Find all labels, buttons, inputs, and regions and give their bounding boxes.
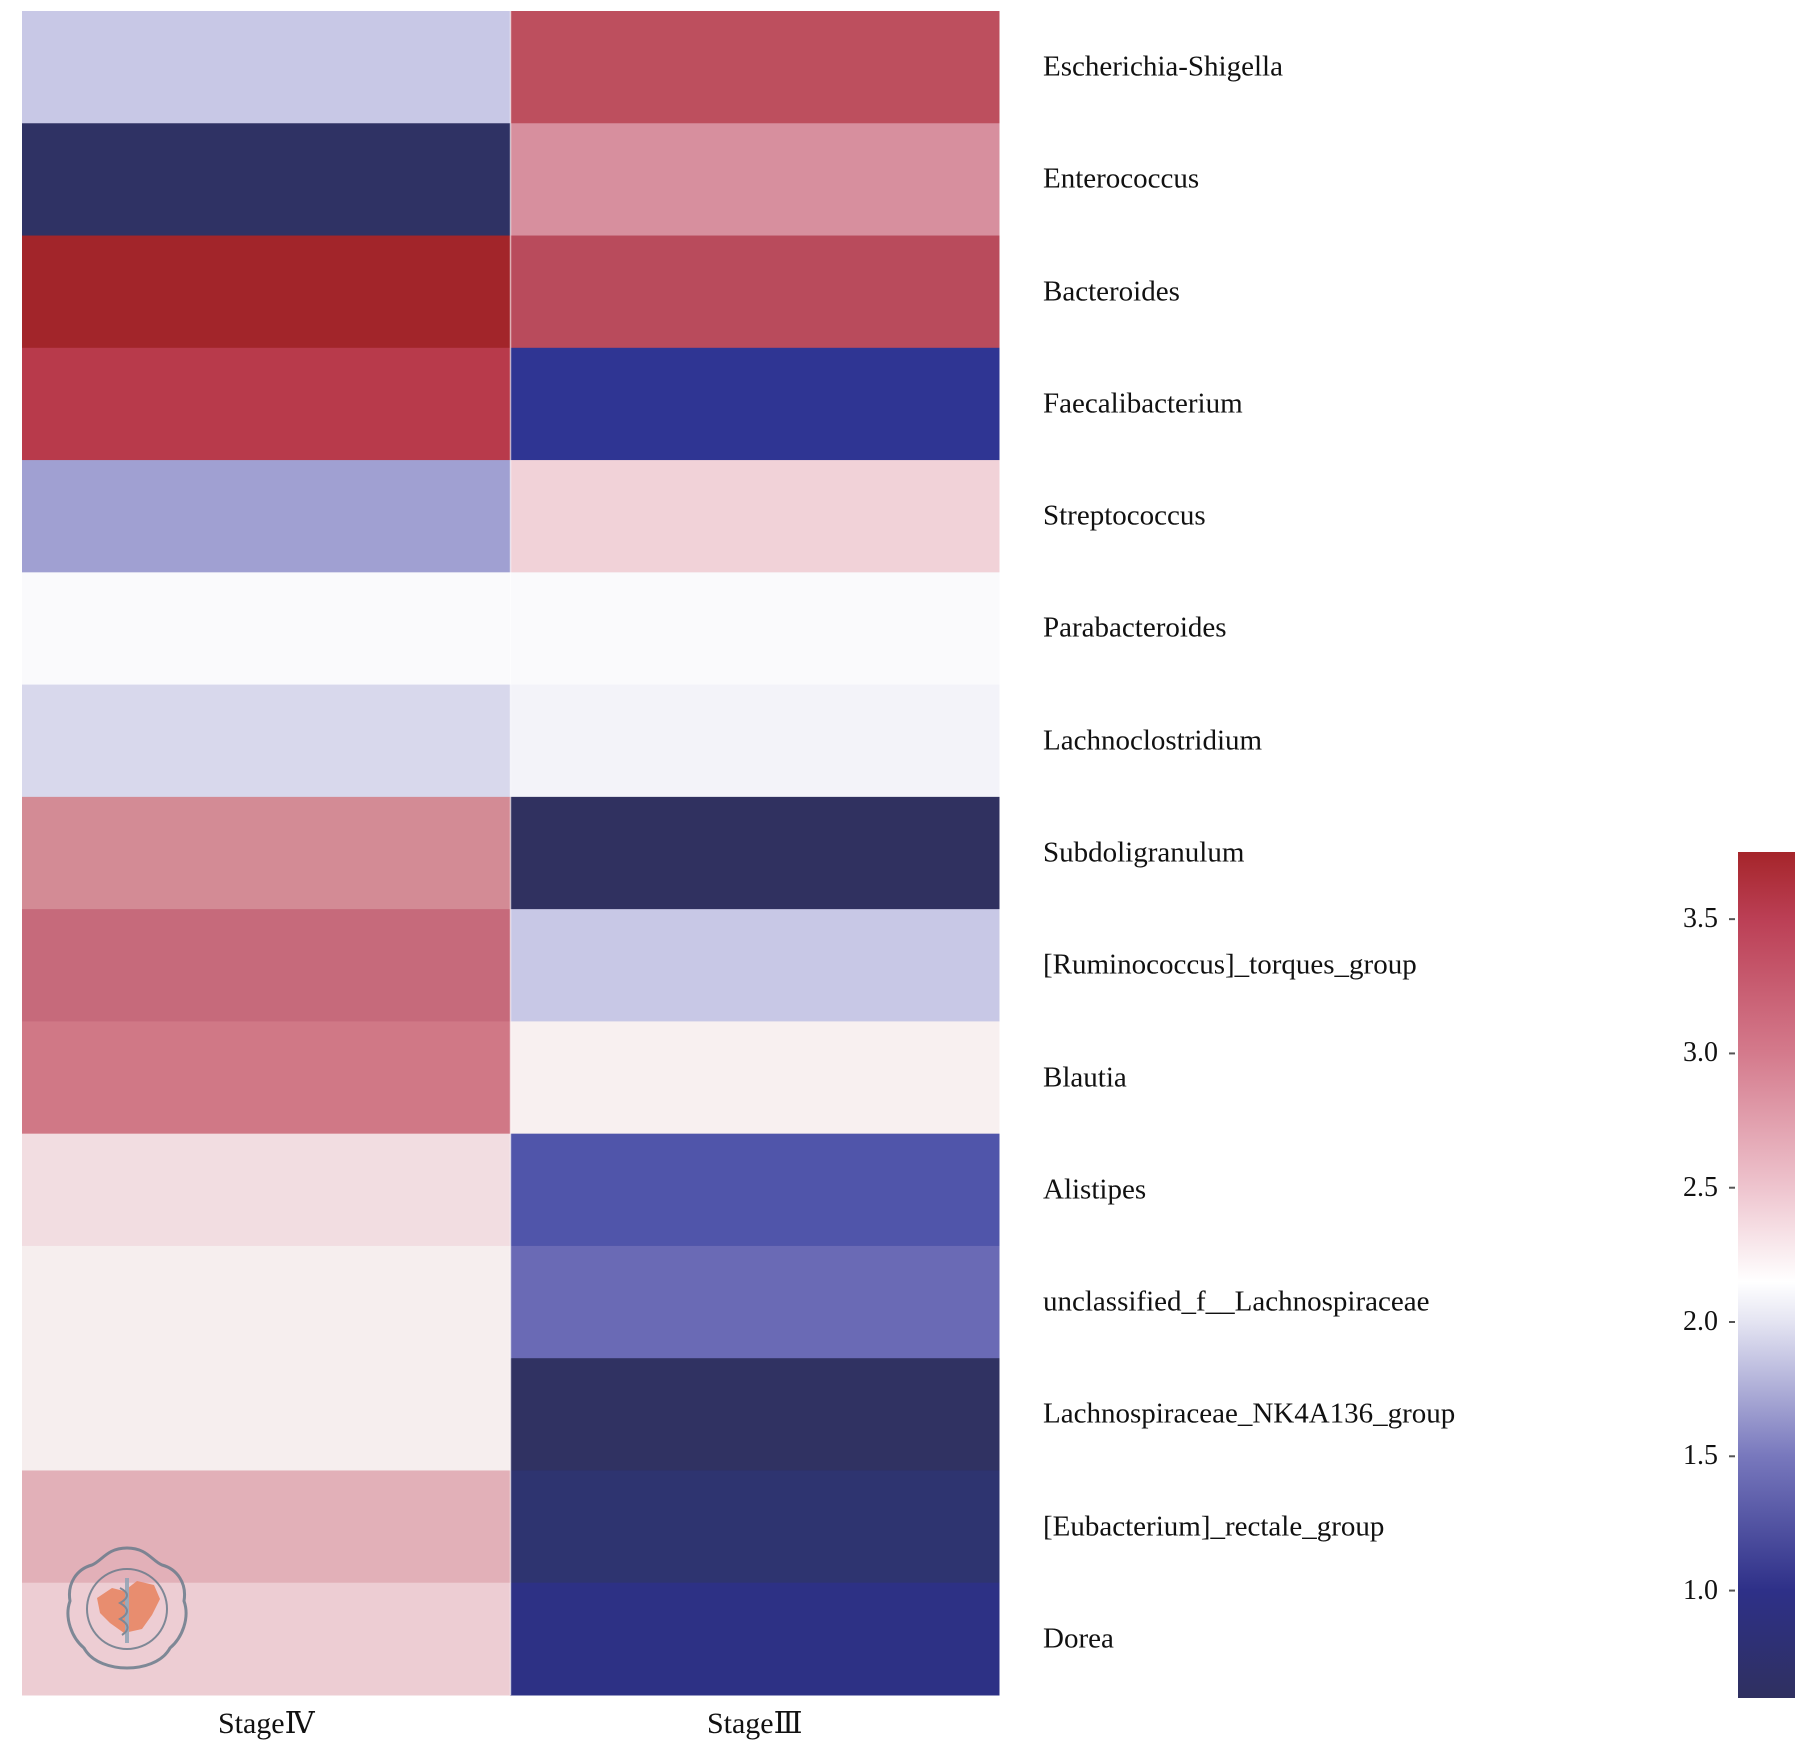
heatmap-cell — [510, 1133, 1000, 1247]
row-label: Parabacteroides — [1043, 611, 1227, 644]
heatmap-cell — [22, 796, 511, 910]
colorbar-tick-label: 1.5 — [1683, 1440, 1718, 1472]
row-label: Streptococcus — [1043, 499, 1206, 532]
heatmap-cell — [510, 1245, 1000, 1359]
heatmap-cell — [510, 123, 1000, 237]
row-label: Subdoligranulum — [1043, 836, 1245, 869]
row-label: Bacteroides — [1043, 275, 1180, 308]
row-label: Dorea — [1043, 1622, 1114, 1655]
heatmap-cell — [510, 347, 1000, 461]
chinese-medical-association-logo-watermark — [66, 1546, 188, 1670]
heatmap-cell — [22, 909, 511, 1022]
heatmap-cell — [510, 1358, 1000, 1471]
heatmap-cell — [22, 572, 511, 686]
row-label: Blautia — [1043, 1061, 1127, 1094]
heatmap-cell — [22, 1470, 511, 1584]
heatmap-cell — [22, 347, 511, 461]
colorbar-tick-label: 1.0 — [1683, 1574, 1718, 1606]
column-label: StageⅢ — [706, 1707, 803, 1740]
row-label: Faecalibacterium — [1043, 387, 1243, 420]
colorbar-tick-label: 2.5 — [1683, 1171, 1718, 1203]
colorbar — [1738, 852, 1795, 1698]
colorbar-tick-label: 3.0 — [1683, 1037, 1718, 1069]
row-label: Alistipes — [1043, 1173, 1147, 1206]
heatmap-cell — [510, 572, 1000, 686]
heatmap-cell — [510, 460, 1000, 573]
heatmap-cell — [22, 123, 511, 237]
row-label: [Eubacterium]_rectale_group — [1043, 1510, 1385, 1543]
row-label: Lachnoclostridium — [1043, 724, 1263, 757]
heatmap-cell — [22, 1133, 511, 1247]
heatmap-cell — [22, 11, 511, 124]
heatmap-cell — [510, 235, 1000, 349]
heatmap-cell — [510, 11, 1000, 124]
heatmap-cell — [22, 235, 511, 349]
row-label: Escherichia-Shigella — [1043, 50, 1283, 83]
heatmap-cell — [22, 684, 511, 798]
heatmap-cell — [22, 1358, 511, 1471]
row-label: unclassified_f__Lachnospiraceae — [1043, 1285, 1430, 1318]
heatmap-cell — [22, 460, 511, 573]
colorbar-tick-label: 2.0 — [1683, 1306, 1718, 1337]
colorbar-tick-label: 3.5 — [1683, 903, 1718, 935]
row-label: Enterococcus — [1043, 162, 1200, 195]
heatmap-cell — [510, 1470, 1000, 1584]
heatmap-cell — [22, 1021, 511, 1135]
row-label: Lachnospiraceae_NK4A136_group — [1043, 1397, 1456, 1430]
heatmap-cell — [510, 684, 1000, 798]
heatmap-cell — [510, 1021, 1000, 1135]
row-label: [Ruminococcus]_torques_group — [1043, 948, 1417, 981]
heatmap-cell — [510, 909, 1000, 1022]
column-label: StageⅣ — [217, 1707, 315, 1740]
heatmap-cell — [510, 796, 1000, 910]
heatmap-cell — [510, 1582, 1000, 1696]
heatmap-cell — [22, 1245, 511, 1359]
